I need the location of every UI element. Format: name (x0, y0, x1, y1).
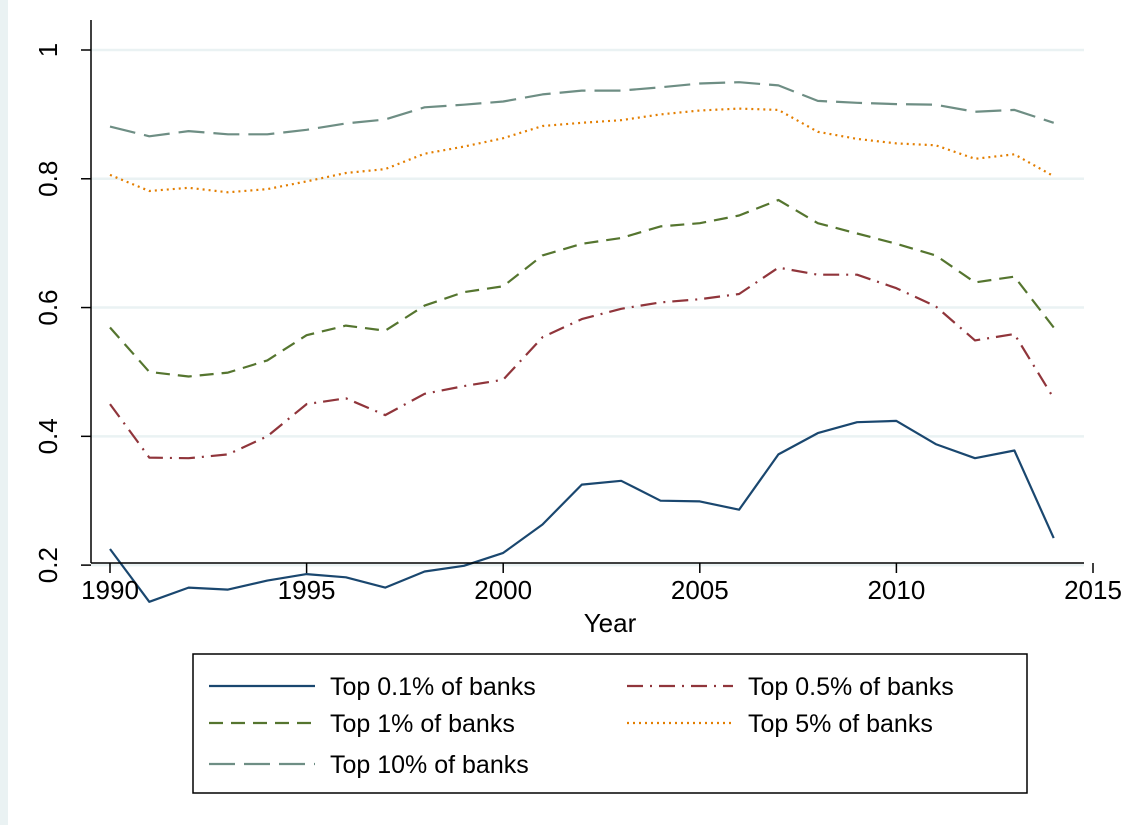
x-tick-label: 2000 (474, 575, 532, 605)
series-line (109, 419, 1055, 603)
y-tick-label: 0.6 (33, 289, 63, 325)
series-line (109, 198, 1055, 378)
x-tick-label: 1990 (81, 575, 139, 605)
series-line (109, 81, 1055, 138)
y-tick-label: 0.2 (33, 547, 63, 583)
x-tick-label: 2010 (867, 575, 925, 605)
y-tick-label: 0.8 (33, 161, 63, 197)
page-left-edge (0, 0, 8, 825)
axes: 0.2 0.4 0.6 0.8 1 1990 1995 2000 2005 2010 2015 (33, 20, 1122, 605)
legend-label: Top 5% of banks (748, 710, 933, 738)
x-axis-label: Year (584, 608, 637, 638)
x-tick-label: 1995 (278, 575, 336, 605)
legend-box (192, 653, 1028, 794)
legend-label: Top 10% of banks (330, 751, 529, 779)
gridlines (91, 48, 1084, 567)
y-tick-label: 0.4 (33, 418, 63, 454)
legend-label: Top 1% of banks (330, 710, 515, 738)
series-line (109, 107, 1055, 194)
series-lines (109, 81, 1055, 603)
legend-label: Top 0.1% of banks (330, 673, 536, 701)
x-tick-label: 2005 (671, 575, 729, 605)
y-tick-label: 1 (33, 43, 63, 57)
x-tick-label: 2015 (1064, 575, 1122, 605)
legend-label: Top 0.5% of banks (748, 673, 954, 701)
series-line (109, 266, 1055, 460)
legend: Top 0.1% of banks Top 0.5% of banks Top 1%… (192, 653, 1028, 794)
